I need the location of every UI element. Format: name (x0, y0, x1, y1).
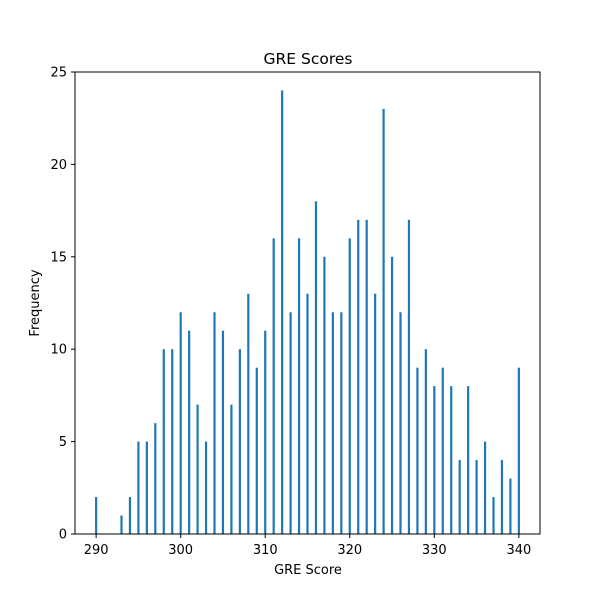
bar-293 (120, 515, 123, 534)
bar-334 (467, 386, 470, 534)
bar-300 (179, 312, 182, 534)
bar-338 (500, 460, 504, 534)
bar-332 (450, 386, 453, 534)
bar-303 (204, 441, 208, 534)
bar-304 (213, 312, 216, 534)
plot-frame (74, 71, 541, 535)
bar-314 (297, 238, 301, 534)
bar-305 (221, 330, 225, 534)
x-axis-label: GRE Score (274, 563, 342, 578)
x-tick-label: 300 (168, 543, 193, 558)
bar-325 (390, 256, 394, 534)
bar-340 (517, 367, 520, 534)
y-tick-label: 15 (50, 250, 67, 265)
bar-339 (509, 478, 512, 534)
bar-313 (289, 312, 292, 534)
bar-295 (137, 441, 140, 534)
bar-317 (323, 256, 326, 534)
bar-316 (314, 201, 318, 535)
bar-308 (247, 293, 250, 534)
bar-329 (424, 349, 427, 534)
bar-330 (433, 386, 436, 534)
bar-312 (281, 90, 284, 534)
bar-337 (492, 497, 495, 534)
bar-322 (365, 219, 368, 534)
bar-296 (145, 441, 148, 534)
bar-335 (475, 460, 478, 534)
bar-307 (238, 349, 241, 534)
bar-298 (162, 349, 165, 534)
bar-310 (264, 330, 267, 534)
x-axis-ticks: 290 300 310 320 330 340 (84, 534, 531, 558)
bar-309 (255, 367, 258, 534)
bar-297 (154, 423, 157, 534)
y-axis-label: Frequency (28, 269, 43, 336)
bar-301 (188, 330, 191, 534)
bar-302 (196, 404, 199, 534)
bar-333 (458, 460, 461, 534)
bar-336 (483, 441, 487, 534)
chart-title: GRE Scores (264, 50, 353, 68)
bar-331 (441, 367, 444, 534)
bar-327 (407, 219, 411, 534)
y-tick-label: 25 (50, 66, 67, 81)
x-tick-label: 290 (84, 543, 109, 558)
bar-315 (306, 293, 309, 534)
y-tick-label: 20 (50, 158, 67, 173)
bar-294 (128, 497, 132, 534)
bar-324 (382, 108, 385, 535)
bar-290 (95, 497, 98, 534)
bar-299 (171, 349, 174, 534)
y-tick-label: 0 (59, 528, 67, 543)
x-tick-label: 340 (506, 543, 531, 558)
bar-326 (399, 312, 402, 534)
bar-319 (340, 312, 343, 534)
bar-320 (348, 238, 351, 534)
y-tick-label: 10 (50, 343, 67, 358)
bar-321 (357, 219, 360, 534)
x-tick-label: 320 (337, 543, 362, 558)
y-tick-label: 5 (59, 435, 67, 450)
bar-328 (416, 367, 419, 534)
bars-group (95, 90, 520, 535)
bar-323 (374, 293, 377, 534)
bar-306 (230, 404, 233, 534)
bar-318 (331, 312, 334, 534)
y-axis-ticks: 0 5 10 15 20 25 (50, 66, 75, 543)
bar-311 (272, 238, 275, 534)
x-tick-label: 310 (253, 543, 278, 558)
x-tick-label: 330 (422, 543, 447, 558)
